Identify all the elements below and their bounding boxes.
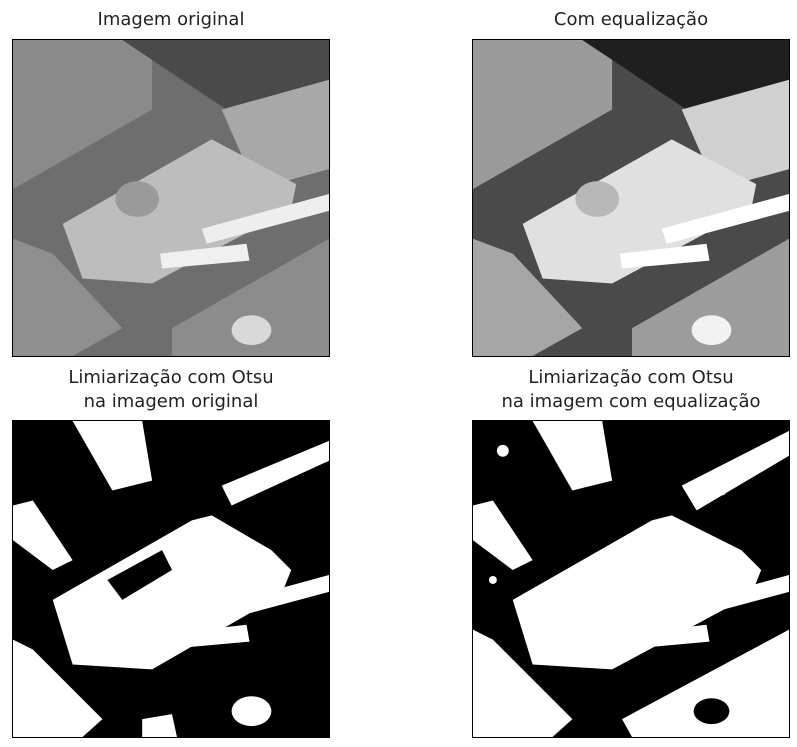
binary-otsu-equalized-image <box>473 421 789 737</box>
binary-otsu-original-image <box>13 421 329 737</box>
panel-title-otsu-original: Limiarização com Otsu na imagem original <box>12 366 330 414</box>
equalized-sem-chip-image <box>473 40 789 356</box>
image-equalized <box>472 39 790 357</box>
panel-title-line: na imagem original <box>83 391 259 412</box>
panel-title-line: Com equalização <box>553 9 709 30</box>
grayscale-sem-chip-image <box>13 40 329 356</box>
panel-title-line: Imagem original <box>97 9 245 30</box>
panel-title-original: Imagem original <box>12 8 330 32</box>
image-original <box>12 39 330 357</box>
panel-title-otsu-equalized: Limiarização com Otsu na imagem com equa… <box>472 366 790 414</box>
panel-title-line: Limiarização com Otsu <box>528 367 734 388</box>
panel-title-equalized: Com equalização <box>472 8 790 32</box>
panel-title-line: na imagem com equalização <box>501 391 761 412</box>
image-otsu-original <box>12 420 330 738</box>
image-otsu-equalized <box>472 420 790 738</box>
panel-title-line: Limiarização com Otsu <box>68 367 274 388</box>
